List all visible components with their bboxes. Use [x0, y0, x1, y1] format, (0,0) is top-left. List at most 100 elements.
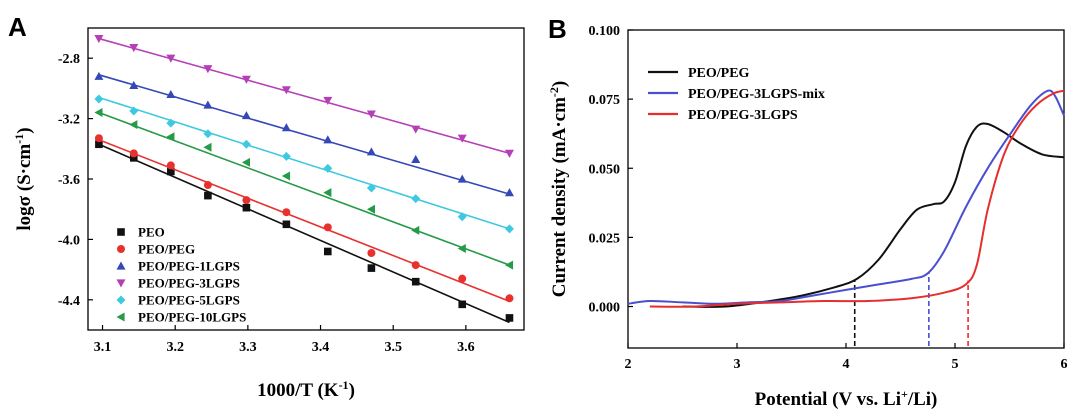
legend-label: PEO/PEG-10LGPS	[138, 310, 246, 325]
data-point	[504, 188, 514, 197]
data-point	[367, 248, 376, 257]
panel-b: B 2 3 4 5 6 0.000 0.025 0.050 0.075 0.100 Potential…	[547, 14, 1068, 410]
fit-line	[98, 111, 510, 266]
y-tick-label: -3.6	[58, 173, 80, 188]
series-peo	[95, 140, 514, 324]
data-point	[167, 167, 175, 176]
data-point	[204, 191, 212, 200]
data-point	[458, 274, 467, 283]
legend-marker	[116, 261, 126, 270]
series-peo-peg-3lgps-mix	[627, 89, 1065, 346]
series-peo-peg-10lgps	[94, 108, 514, 270]
x-tick-label: 2	[625, 357, 632, 372]
data-point	[241, 75, 251, 84]
data-point	[366, 147, 376, 156]
data-point	[323, 223, 332, 232]
data-point	[166, 132, 175, 142]
data-point	[129, 106, 139, 116]
data-point	[203, 129, 213, 139]
data-point	[166, 118, 176, 128]
legend-label: PEO	[138, 225, 165, 240]
series-peo-peg	[682, 122, 1065, 346]
data-point	[129, 154, 138, 162]
y-axis-label-a: logσ (S·cm-1)	[12, 127, 35, 230]
x-tick-label: 3.1	[94, 340, 112, 355]
data-point	[203, 142, 212, 152]
data-point	[281, 151, 291, 161]
legend-marker	[117, 228, 125, 236]
legend-b: PEO/PEG PEO/PEG-3LGPS-mix PEO/PEG-3LGPS	[648, 66, 825, 123]
data-point	[411, 277, 420, 286]
data-point	[323, 163, 333, 173]
data-point	[242, 203, 251, 212]
fit-line	[98, 37, 510, 155]
data-point	[281, 86, 291, 95]
data-point	[242, 196, 251, 205]
data-point	[504, 149, 514, 158]
data-point	[457, 243, 466, 253]
legend-a: PEO PEO/PEG PEO/PEG-1LGPS PEO/PEG-3LGPS PEO/…	[116, 225, 246, 325]
data-point	[457, 174, 467, 183]
y-tick-label: 0.100	[589, 24, 621, 39]
y-tick-label: 0.025	[589, 231, 621, 246]
x-axis-label-a: 1000/T (K-1)	[257, 378, 355, 401]
data-point	[241, 157, 251, 167]
data-point	[323, 96, 333, 105]
data-point	[366, 110, 376, 119]
data-point	[505, 294, 514, 303]
fit-line	[98, 96, 510, 230]
data-point	[95, 140, 103, 149]
data-point	[166, 161, 175, 170]
x-tick-label: 3	[734, 357, 741, 372]
legend-marker	[117, 245, 125, 253]
legend-label: PEO/PEG	[688, 66, 750, 81]
y-tick-label: 0.000	[589, 301, 621, 316]
data-point	[411, 154, 421, 163]
fit-line	[98, 74, 510, 195]
y-tick-label: 0.075	[589, 93, 621, 108]
legend-label: PEO/PEG-3LGPS	[138, 276, 240, 291]
legend-marker	[116, 279, 126, 288]
x-tick-label: 3.3	[239, 340, 257, 355]
data-point	[129, 120, 138, 130]
legend-label: PEO/PEG-3LGPS-mix	[688, 87, 825, 102]
panel-a: A 3.1 3.2 3.3 3.4 3.5 3.6 -2.8 -3.2 -3.6 -4.0 -4.4 1…	[8, 12, 525, 401]
legend-marker	[116, 312, 125, 322]
data-point	[281, 123, 291, 132]
y-tick-label: -4.0	[58, 233, 80, 248]
data-point	[411, 225, 420, 235]
legend-label: PEO/PEG-3LGPS	[688, 108, 798, 123]
data-point	[504, 260, 514, 270]
data-point	[282, 208, 291, 217]
y-tick-label: -4.4	[58, 294, 80, 309]
data-point	[457, 212, 467, 222]
data-point	[203, 65, 213, 74]
data-point	[241, 139, 251, 149]
data-point	[241, 111, 251, 120]
data-point	[323, 188, 332, 198]
series-peo-peg-3lgps	[94, 34, 514, 158]
data-point	[166, 54, 176, 63]
x-tick-label: 5	[952, 357, 959, 372]
data-point	[203, 100, 213, 109]
curve-line	[682, 122, 1065, 308]
data-point	[166, 89, 176, 99]
data-point	[94, 71, 104, 80]
x-tick-label: 4	[843, 357, 850, 372]
legend-label: PEO/PEG-5LGPS	[138, 293, 240, 308]
data-point	[504, 224, 514, 234]
data-point	[367, 264, 376, 272]
series-peo-peg-1lgps	[94, 71, 514, 197]
x-tick-label: 3.2	[166, 340, 184, 355]
series-peo-peg-5lgps	[94, 94, 514, 234]
data-point	[323, 135, 333, 144]
data-point	[129, 44, 139, 53]
data-point	[458, 300, 467, 309]
data-point	[366, 204, 375, 214]
panel-letter-b: B	[548, 14, 567, 44]
data-point	[324, 247, 332, 256]
curve-line	[627, 89, 1065, 305]
series-peo-peg-3lgps	[649, 89, 1065, 346]
data-point	[203, 181, 212, 190]
